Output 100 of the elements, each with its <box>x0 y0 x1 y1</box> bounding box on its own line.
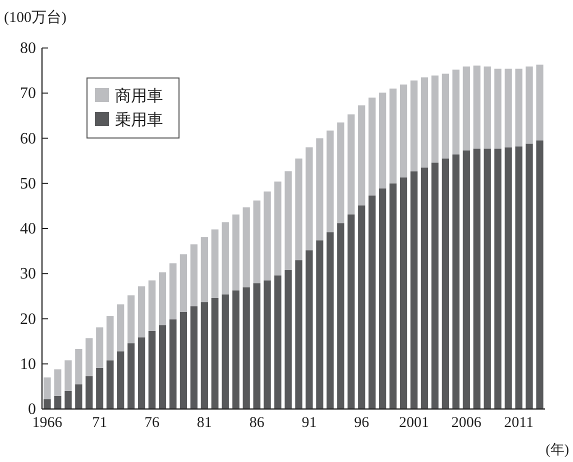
bar <box>452 70 460 154</box>
bar <box>368 196 376 409</box>
bar <box>473 66 480 149</box>
bar <box>75 348 82 384</box>
x-tick-label: 76 <box>144 415 160 431</box>
bar <box>64 390 72 409</box>
x-tick-label: 81 <box>196 415 212 431</box>
bar <box>138 286 146 338</box>
bar <box>400 84 408 178</box>
bar <box>410 80 418 172</box>
bar <box>306 250 313 409</box>
bar <box>222 222 229 294</box>
bar <box>200 237 208 302</box>
bar <box>526 66 533 144</box>
bar <box>190 306 198 409</box>
bar <box>494 68 502 149</box>
y-axis-title: (100万台) <box>4 9 66 26</box>
bar <box>504 68 512 148</box>
bar <box>536 140 544 409</box>
bar <box>180 312 188 409</box>
bar <box>284 270 292 409</box>
bar <box>211 229 218 298</box>
bar <box>379 92 386 188</box>
y-tick-label: 30 <box>20 266 36 283</box>
bar <box>232 214 240 290</box>
y-tick-label: 10 <box>20 356 36 373</box>
bar <box>44 399 51 409</box>
bar <box>526 144 533 409</box>
bar <box>326 232 334 409</box>
bar <box>473 148 480 409</box>
bar <box>232 290 240 409</box>
bar <box>284 171 292 270</box>
bar <box>106 316 114 360</box>
bar <box>264 280 271 409</box>
bar <box>211 298 218 409</box>
bar <box>484 66 491 149</box>
x-tick-label: 86 <box>249 415 265 431</box>
bar <box>358 105 366 206</box>
bar <box>148 330 156 409</box>
bar <box>348 114 355 215</box>
bar <box>190 244 198 306</box>
bar <box>326 130 334 232</box>
x-tick-label: 2001 <box>399 415 430 431</box>
bar <box>106 360 114 409</box>
x-tick-label: 96 <box>354 415 370 431</box>
bar <box>180 254 188 312</box>
bar <box>389 88 397 184</box>
x-tick-label: 1966 <box>32 415 63 431</box>
bar <box>295 260 302 409</box>
bar <box>400 178 408 409</box>
y-tick-label: 60 <box>20 130 36 148</box>
bar <box>264 191 271 280</box>
bar <box>253 200 260 284</box>
bar <box>462 150 470 409</box>
x-tick-label: 2011 <box>504 415 534 431</box>
bar <box>169 263 177 320</box>
bar <box>515 146 522 409</box>
bar <box>158 272 166 326</box>
bar <box>431 162 439 409</box>
bar <box>148 280 156 331</box>
bar <box>253 283 260 409</box>
bar <box>128 295 135 344</box>
bar <box>442 158 450 409</box>
bar <box>420 77 428 168</box>
bar <box>64 360 72 391</box>
bar <box>452 154 460 409</box>
bar <box>337 223 344 409</box>
legend-label: 商用車 <box>115 87 163 105</box>
bar <box>389 183 397 409</box>
y-tick-label: 20 <box>20 310 36 328</box>
bar <box>379 188 386 409</box>
x-axis-title: (年) <box>546 442 570 458</box>
bar <box>410 171 418 409</box>
bar <box>274 275 282 409</box>
bar <box>242 207 250 288</box>
bar <box>44 377 51 400</box>
bar <box>504 147 512 409</box>
bar <box>54 396 62 409</box>
y-tick-label: 70 <box>20 85 36 102</box>
bar <box>86 338 93 376</box>
bar <box>348 214 355 409</box>
x-tick-label: 2006 <box>451 415 482 431</box>
bar <box>337 122 344 224</box>
bar <box>295 158 302 260</box>
bar <box>420 168 428 409</box>
bar <box>128 343 135 409</box>
legend-label: 乗用車 <box>115 111 163 129</box>
bar <box>75 384 82 409</box>
bar <box>274 182 282 276</box>
bar <box>515 68 522 146</box>
bar <box>306 147 313 250</box>
bar <box>462 66 470 150</box>
bar <box>494 148 502 409</box>
bar <box>96 327 104 368</box>
bar <box>200 302 208 409</box>
bar <box>96 368 104 409</box>
y-tick-label: 80 <box>20 40 36 57</box>
bar <box>169 319 177 409</box>
x-tick-label: 91 <box>302 415 317 431</box>
bar <box>358 205 366 409</box>
